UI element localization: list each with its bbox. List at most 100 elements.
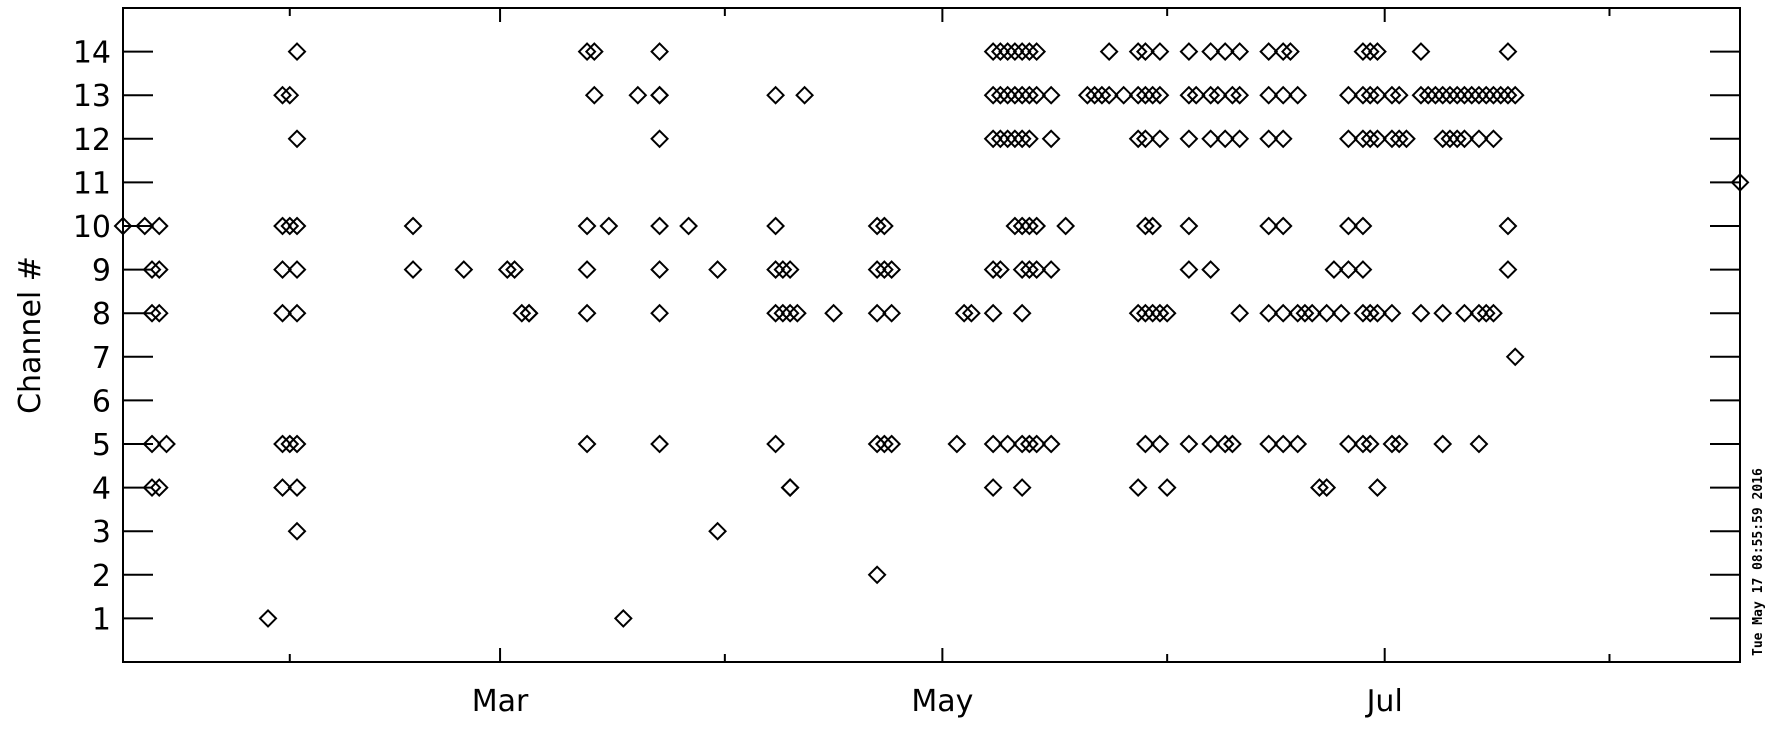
data-point-diamond (766, 260, 786, 280)
data-point-diamond (1005, 129, 1025, 149)
data-point-diamond (874, 260, 894, 280)
data-point-diamond (280, 216, 300, 236)
data-point-diamond (1360, 434, 1380, 454)
data-point-diamond (1389, 434, 1409, 454)
data-point-diamond (1273, 42, 1293, 62)
data-point-diamond (280, 434, 300, 454)
data-point-diamond (1505, 85, 1525, 105)
data-point-diamond (780, 303, 800, 323)
data-point-diamond (1382, 434, 1402, 454)
data-point-diamond (983, 478, 1003, 498)
data-point-diamond (149, 216, 169, 236)
data-point-diamond (1273, 303, 1293, 323)
data-point-diamond (1273, 434, 1293, 454)
data-point-diamond (1360, 42, 1380, 62)
data-point-diamond (1143, 303, 1163, 323)
data-point-diamond (1447, 129, 1467, 149)
data-point-diamond (1433, 303, 1453, 323)
data-point-diamond (628, 85, 648, 105)
data-point-diamond (1368, 85, 1387, 105)
data-point-diamond (403, 216, 423, 236)
data-point-diamond (1484, 303, 1503, 323)
timestamp-label: Tue May 17 08:55:59 2016 (1751, 468, 1766, 656)
data-point-diamond (1455, 129, 1474, 149)
data-point-diamond (1498, 42, 1518, 62)
data-point-diamond (149, 303, 169, 323)
data-point-diamond (1382, 129, 1402, 149)
data-point-diamond (1476, 85, 1496, 105)
data-point-diamond (1208, 85, 1228, 105)
data-markers (113, 42, 1750, 628)
y-tick-label: 7 (92, 341, 111, 376)
x-tick-label: Jul (1365, 684, 1403, 719)
data-point-diamond (650, 129, 669, 149)
data-point-diamond (1259, 303, 1279, 323)
data-point-diamond (273, 216, 292, 236)
data-point-diamond (1469, 434, 1489, 454)
data-point-diamond (1440, 129, 1460, 149)
data-point-diamond (1353, 85, 1373, 105)
data-point-diamond (1201, 129, 1221, 149)
data-point-diamond (1128, 129, 1148, 149)
data-point-diamond (1150, 303, 1170, 323)
data-point-diamond (273, 85, 292, 105)
data-point-diamond (1012, 434, 1032, 454)
data-point-diamond (1382, 303, 1402, 323)
data-point-diamond (1005, 42, 1025, 62)
data-point-diamond (983, 434, 1003, 454)
y-tick-label: 6 (92, 384, 111, 419)
data-point-diamond (1353, 216, 1373, 236)
data-point-diamond (273, 303, 292, 323)
data-point-diamond (1179, 42, 1199, 62)
data-point-diamond (273, 434, 292, 454)
data-point-diamond (1360, 85, 1380, 105)
data-point-diamond (1368, 42, 1387, 62)
data-point-diamond (1099, 42, 1119, 62)
y-tick-label: 1 (92, 602, 111, 637)
data-point-diamond (1223, 85, 1242, 105)
data-point-diamond (1273, 85, 1293, 105)
data-point-diamond (1230, 42, 1250, 62)
y-tick-label: 10 (73, 210, 111, 245)
data-point-diamond (287, 434, 307, 454)
data-point-diamond (998, 434, 1018, 454)
data-point-diamond (1469, 85, 1489, 105)
data-point-diamond (1288, 434, 1308, 454)
data-point-diamond (1259, 434, 1279, 454)
data-point-diamond (1179, 260, 1199, 280)
data-point-diamond (650, 434, 669, 454)
data-point-diamond (650, 85, 669, 105)
data-point-diamond (1027, 42, 1047, 62)
data-point-diamond (135, 216, 155, 236)
data-point-diamond (1157, 478, 1177, 498)
data-point-diamond (1295, 303, 1315, 323)
data-point-diamond (1041, 85, 1061, 105)
data-point-diamond (780, 478, 800, 498)
data-point-diamond (577, 260, 597, 280)
data-point-diamond (882, 434, 902, 454)
data-point-diamond (1353, 303, 1373, 323)
data-point-diamond (679, 216, 699, 236)
data-point-diamond (1019, 42, 1039, 62)
data-point-diamond (990, 260, 1010, 280)
data-point-diamond (787, 303, 807, 323)
data-point-diamond (1339, 85, 1358, 105)
data-point-diamond (1230, 129, 1250, 149)
y-tick-label: 11 (73, 166, 111, 201)
data-point-diamond (983, 129, 1003, 149)
plot-frame (122, 7, 1741, 663)
data-point-diamond (1143, 216, 1163, 236)
data-point-diamond (1201, 260, 1221, 280)
data-point-diamond (1150, 85, 1170, 105)
data-point-diamond (1339, 129, 1358, 149)
data-point-diamond (795, 85, 815, 105)
data-point-diamond (1041, 129, 1061, 149)
data-point-diamond (1447, 85, 1467, 105)
data-point-diamond (1498, 216, 1518, 236)
data-point-diamond (1179, 216, 1199, 236)
data-point-diamond (1484, 129, 1503, 149)
data-point-diamond (1179, 85, 1199, 105)
data-point-diamond (1455, 85, 1474, 105)
data-point-diamond (1389, 85, 1409, 105)
data-point-diamond (287, 303, 307, 323)
